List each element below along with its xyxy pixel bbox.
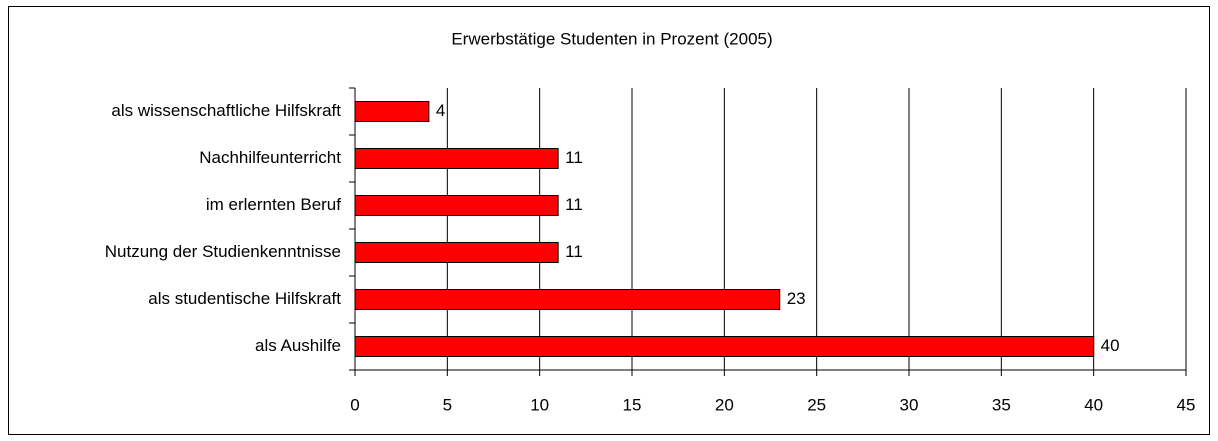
data-label: 4 [436, 101, 445, 120]
data-label: 11 [565, 242, 583, 261]
y-tick-label: Nutzung der Studienkenntnisse [105, 242, 341, 261]
data-label: 23 [787, 289, 806, 308]
y-tick-label: als Aushilfe [255, 336, 341, 355]
x-tick-label: 10 [530, 395, 549, 414]
bar [354, 148, 559, 169]
x-tick-label: 5 [443, 395, 452, 414]
x-tick-label: 15 [623, 395, 642, 414]
data-label: 11 [565, 148, 583, 167]
x-tick-label: 20 [715, 395, 734, 414]
y-tick-label: als studentische Hilfskraft [148, 289, 341, 308]
y-tick-label: Nachhilfeunterricht [199, 148, 341, 167]
data-label: 11 [565, 195, 583, 214]
bar [354, 336, 1095, 357]
bar [354, 242, 559, 263]
bar [354, 101, 430, 122]
chart-title: Erwerbstätige Studenten in Prozent (2005… [451, 29, 772, 48]
x-tick-label: 40 [1084, 395, 1103, 414]
x-tick-label: 35 [992, 395, 1011, 414]
y-tick-label: als wissenschaftliche Hilfskraft [111, 101, 341, 120]
x-tick-label: 45 [1177, 395, 1196, 414]
x-tick-label: 0 [350, 395, 359, 414]
y-tick-label: im erlernten Beruf [206, 195, 341, 214]
x-tick-label: 25 [807, 395, 826, 414]
bar [354, 195, 559, 216]
bar [354, 289, 781, 310]
x-tick-label: 30 [900, 395, 919, 414]
chart-border [8, 6, 1210, 435]
data-label: 40 [1101, 336, 1120, 355]
